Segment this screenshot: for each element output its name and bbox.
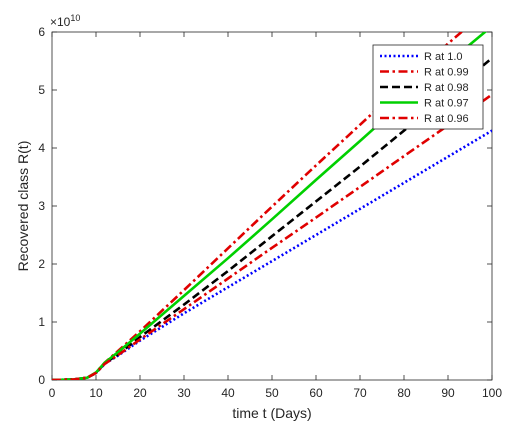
x-tick-label: 40 <box>221 386 235 400</box>
y-tick-label: 4 <box>38 141 45 155</box>
y-tick-label: 3 <box>38 199 45 213</box>
legend: R at 1.0 R at 0.99 R at 0.98 R at 0.97 R at … <box>372 44 484 130</box>
legend-label-4: R at 0.97 <box>424 98 469 110</box>
y-tick-label: 1 <box>38 315 45 329</box>
legend-items: R at 1.0 R at 0.99 R at 0.98 R at 0.97 R at … <box>380 51 469 125</box>
y-tick-label: 2 <box>38 257 45 271</box>
y-tick-label: 5 <box>38 83 45 97</box>
series-line-5 <box>52 93 492 380</box>
legend-label-5: R at 0.96 <box>424 113 469 125</box>
x-tick-label: 60 <box>309 386 323 400</box>
x-tick-label: 10 <box>89 386 103 400</box>
ticks-layer: 0 10 20 30 40 50 60 70 80 90 100 0 1 2 3 4 5 6 <box>38 25 502 400</box>
legend-label-2: R at 0.99 <box>424 67 469 79</box>
legend-label-3: R at 0.98 <box>424 82 469 94</box>
y-exponent-label: ×1010 <box>50 13 80 29</box>
x-tick-label: 30 <box>177 386 191 400</box>
x-tick-label: 50 <box>265 386 279 400</box>
y-tick-label: 0 <box>38 373 45 387</box>
x-tick-label: 100 <box>482 386 502 400</box>
x-tick-label: 90 <box>441 386 455 400</box>
legend-box <box>372 44 484 130</box>
legend-label-1: R at 1.0 <box>424 51 463 63</box>
x-axis-label: time t (Days) <box>232 405 311 421</box>
y-axis-label: Recovered class R(t) <box>15 141 31 272</box>
x-tick-label: 20 <box>133 386 147 400</box>
y-tick-label: 6 <box>38 25 45 39</box>
x-tick-label: 80 <box>397 386 411 400</box>
x-tick-label: 70 <box>353 386 367 400</box>
x-tick-label: 0 <box>49 386 56 400</box>
